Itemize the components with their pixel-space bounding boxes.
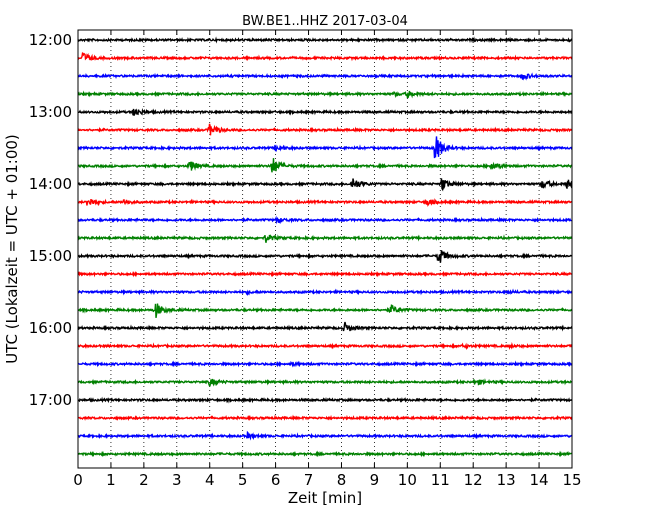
grid-lines: [110, 30, 540, 468]
seismic-trace: [77, 158, 573, 173]
y-axis-label: UTC (Lokalzeit = UTC + 01:00): [3, 134, 21, 364]
y-tick-label: 13:00: [29, 103, 72, 121]
y-tick-label: 16:00: [29, 319, 72, 337]
seismic-trace: [77, 123, 573, 136]
seismic-trace: [77, 198, 573, 207]
seismic-trace: [77, 414, 573, 422]
x-tick-label: 7: [304, 471, 314, 489]
seismic-trace: [77, 90, 573, 99]
x-axis-ticks: 0 1 2 3 4 5 6 7 8 9 10 11 12 13 14 15: [73, 30, 582, 489]
y-axis-ticks: 12:00 13:00 14:00 15:00 16:00 17:00: [29, 31, 572, 409]
seismic-trace: [77, 360, 573, 368]
trace-group: [77, 36, 573, 458]
x-tick-label: 8: [337, 471, 347, 489]
x-tick-label: 12: [464, 471, 483, 489]
x-axis-label: Zeit [min]: [288, 489, 362, 507]
seismic-trace: [77, 234, 573, 243]
x-tick-label: 14: [530, 471, 549, 489]
seismic-trace: [77, 136, 573, 159]
x-tick-label: 1: [106, 471, 116, 489]
seismic-trace: [77, 378, 573, 387]
seismic-trace: [77, 288, 573, 296]
y-tick-label: 17:00: [29, 391, 72, 409]
seismic-trace: [77, 178, 573, 192]
x-tick-label: 6: [271, 471, 281, 489]
seismic-trace: [77, 250, 573, 263]
x-tick-label: 0: [73, 471, 83, 489]
x-tick-label: 4: [205, 471, 215, 489]
seismic-trace: [77, 321, 573, 332]
seismic-trace: [77, 341, 573, 351]
seismic-trace: [77, 107, 573, 116]
x-tick-label: 10: [398, 471, 417, 489]
seismic-trace: [77, 72, 573, 81]
seismic-trace: [77, 36, 573, 44]
plot-frame: [77, 29, 573, 469]
y-tick-label: 15:00: [29, 247, 72, 265]
seismic-trace: [77, 215, 573, 225]
x-tick-label: 2: [139, 471, 149, 489]
y-tick-label: 14:00: [29, 175, 72, 193]
x-tick-label: 11: [431, 471, 450, 489]
x-tick-label: 5: [238, 471, 248, 489]
x-tick-label: 3: [172, 471, 182, 489]
x-tick-label: 13: [497, 471, 516, 489]
seismic-trace: [77, 303, 573, 318]
seismic-trace: [77, 430, 573, 441]
seismic-trace: [77, 270, 573, 278]
seismic-trace: [77, 51, 573, 62]
seismic-trace: [77, 396, 573, 404]
seismic-trace: [77, 450, 573, 458]
x-tick-label: 9: [370, 471, 380, 489]
x-tick-label: 15: [562, 471, 581, 489]
chart-title: BW.BE1..HHZ 2017-03-04: [242, 14, 408, 29]
y-tick-label: 12:00: [29, 31, 72, 49]
